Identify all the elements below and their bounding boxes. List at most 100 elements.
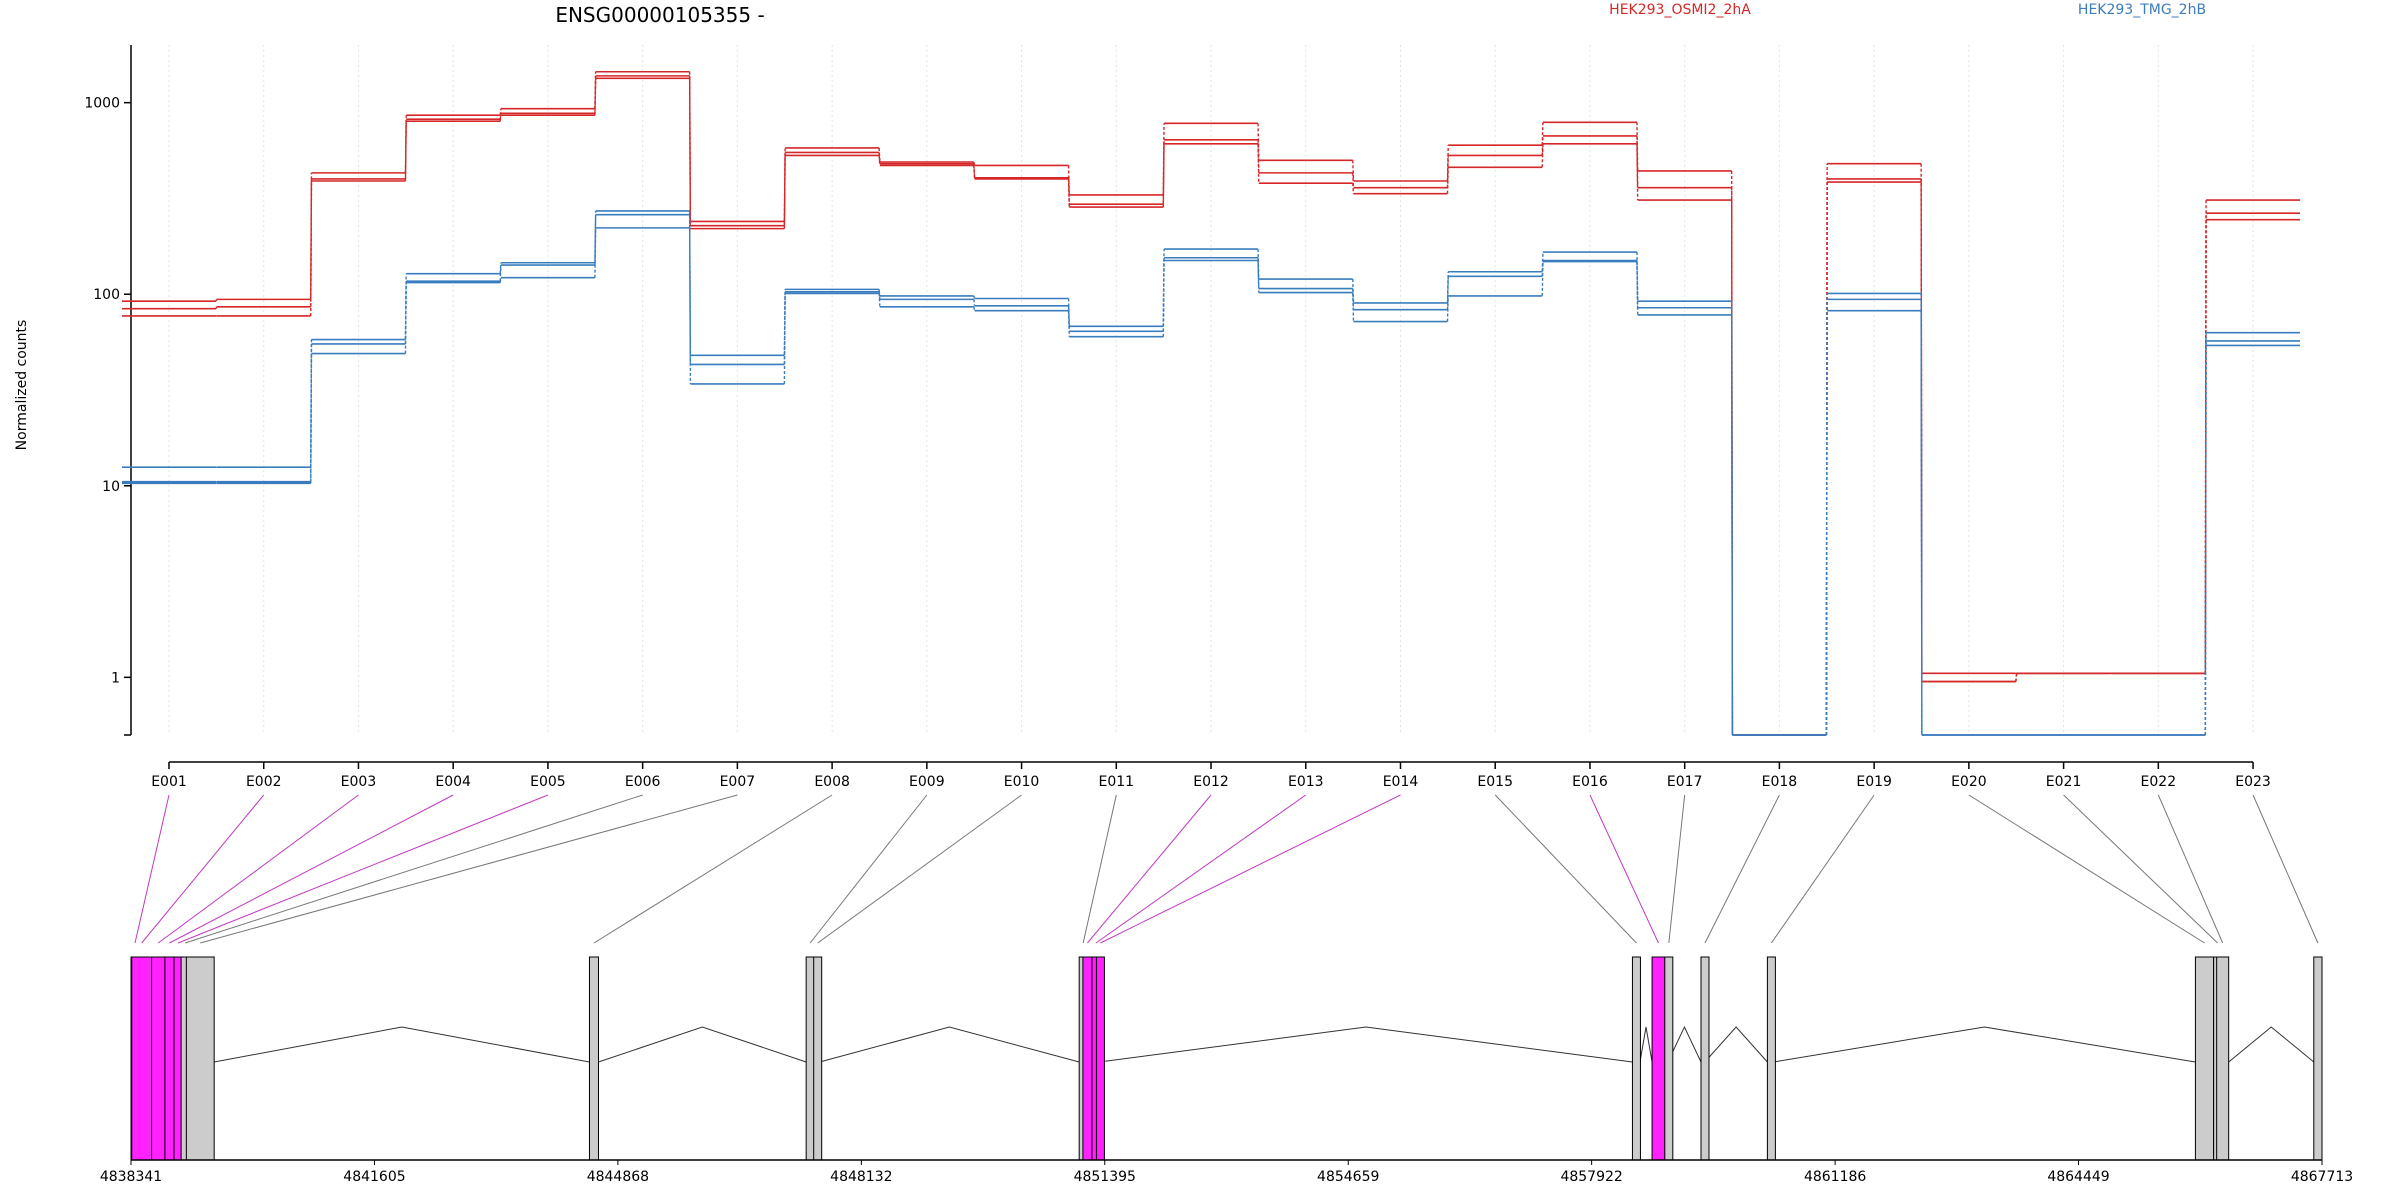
x-tick-label: E017 bbox=[1667, 774, 1703, 790]
data-connector bbox=[1446, 295, 1449, 322]
exon-connector bbox=[2252, 794, 2319, 944]
intron-line bbox=[1099, 1026, 1633, 1063]
chart-title: ENSG00000105355 - bbox=[555, 3, 764, 27]
x-tick-label: E005 bbox=[530, 774, 566, 790]
data-connector bbox=[1541, 143, 1544, 168]
gridlines bbox=[168, 45, 2254, 735]
genome-tick-label: 4841605 bbox=[343, 1169, 405, 1185]
exon-box-e014 bbox=[1095, 956, 1105, 1161]
data-connector bbox=[215, 299, 218, 302]
exon-connector bbox=[817, 794, 1022, 944]
genome-tick-label: 4851395 bbox=[1074, 1169, 1136, 1185]
data-connector bbox=[878, 293, 881, 307]
intron-line bbox=[214, 1026, 590, 1063]
exon-box-e010 bbox=[813, 956, 823, 1161]
series-lines bbox=[122, 70, 2301, 736]
exon-box-e016 bbox=[1651, 956, 1666, 1161]
data-connector bbox=[1162, 143, 1165, 208]
data-connector bbox=[2204, 219, 2207, 674]
x-tick-label: E002 bbox=[246, 774, 282, 790]
data-connector bbox=[1352, 160, 1355, 182]
genome-tick-label: 4854659 bbox=[1317, 1169, 1379, 1185]
exon-box-e022 bbox=[2216, 956, 2230, 1161]
genome-tick-label: 4838341 bbox=[100, 1169, 162, 1185]
data-connector bbox=[973, 299, 976, 306]
exon-box-e009 bbox=[805, 956, 815, 1161]
intron-line bbox=[1667, 1025, 1702, 1063]
y-tick-label: 1 bbox=[111, 670, 120, 686]
exon-connector bbox=[593, 794, 833, 944]
exon-connector bbox=[184, 794, 643, 944]
data-connector bbox=[310, 180, 313, 316]
x-tick-label: E013 bbox=[1288, 774, 1324, 790]
data-connector bbox=[1352, 183, 1355, 194]
x-tick-label: E009 bbox=[909, 774, 945, 790]
genome-tick-label: 4861186 bbox=[1804, 1169, 1866, 1185]
data-connector bbox=[1541, 261, 1544, 296]
legend-entry-series-a: HEK293_OSMI2_2hA bbox=[1609, 2, 1751, 18]
x-tick-label: E006 bbox=[625, 774, 661, 790]
data-connector bbox=[973, 306, 976, 311]
exon-connector bbox=[1668, 794, 1686, 944]
legend-entry-series-b: HEK293_TMG_2hB bbox=[2078, 2, 2206, 18]
y-tick-label: 1000 bbox=[84, 96, 120, 112]
x-axis: E001 E002 E003 E004 E005 E006 E007 E008 E009 E010… bbox=[151, 761, 2271, 790]
data-connector bbox=[310, 353, 313, 484]
exon-connector bbox=[809, 794, 928, 944]
y-axis: 1 10 100 1000 bbox=[84, 45, 132, 736]
exon-box-e012 bbox=[1082, 956, 1093, 1161]
data-connector bbox=[1636, 261, 1639, 315]
x-tick-label: E001 bbox=[151, 774, 187, 790]
exon-box-e020 bbox=[2194, 956, 2215, 1161]
intron-line bbox=[1639, 1026, 1653, 1063]
intron-line bbox=[1704, 1026, 1768, 1063]
data-connector bbox=[783, 293, 786, 384]
exon-box-e007 bbox=[185, 956, 215, 1161]
exon-connector bbox=[1100, 794, 1401, 944]
exon-connector bbox=[1968, 794, 2205, 944]
data-connector bbox=[1541, 135, 1544, 156]
data-connector bbox=[1920, 310, 1923, 736]
x-tick-label: E016 bbox=[1572, 774, 1608, 790]
x-tick-label: E023 bbox=[2235, 774, 2271, 790]
data-connector bbox=[1636, 143, 1639, 201]
exon-box-e004 bbox=[164, 956, 175, 1161]
data-connector bbox=[1541, 252, 1544, 272]
x-tick-label: E014 bbox=[1383, 774, 1419, 790]
data-connector bbox=[310, 343, 313, 482]
data-connector bbox=[973, 295, 976, 299]
exon-connector bbox=[134, 794, 170, 944]
exon-connector bbox=[177, 794, 549, 944]
data-connector bbox=[2015, 673, 2018, 682]
x-tick-label: E012 bbox=[1193, 774, 1229, 790]
y-tick-label: 100 bbox=[93, 287, 120, 303]
exon-box-e015 bbox=[1631, 956, 1641, 1161]
x-tick-label: E004 bbox=[435, 774, 471, 790]
genome-axis: 4838341 4841605 4844868 4848132 4851395 48546… bbox=[100, 1159, 2353, 1185]
exon-connector bbox=[141, 794, 265, 944]
exon-connector bbox=[1704, 794, 1780, 944]
x-tick-label: E020 bbox=[1951, 774, 1987, 790]
x-tick-label: E003 bbox=[341, 774, 377, 790]
genome-tick-label: 4844868 bbox=[587, 1169, 649, 1185]
data-connector bbox=[499, 115, 502, 122]
data-connector bbox=[1067, 310, 1070, 337]
data-connector bbox=[404, 282, 407, 354]
gene-model bbox=[130, 956, 2323, 1161]
exon-connector bbox=[1589, 794, 1659, 944]
x-tick-label: E010 bbox=[1004, 774, 1040, 790]
exon-connector bbox=[1770, 794, 1875, 944]
x-tick-label: E021 bbox=[2046, 774, 2082, 790]
data-connector bbox=[499, 265, 502, 282]
data-connector bbox=[783, 155, 786, 229]
exon-box-e002 bbox=[131, 956, 153, 1161]
exon-connector bbox=[2157, 794, 2224, 944]
data-connector bbox=[499, 113, 502, 120]
genome-tick-label: 4867713 bbox=[2291, 1169, 2353, 1185]
exon-connector bbox=[1087, 794, 1212, 944]
data-connector bbox=[215, 306, 218, 309]
data-connector bbox=[499, 277, 502, 283]
genome-tick-label: 4857922 bbox=[1560, 1169, 1622, 1185]
exon-connectors bbox=[134, 794, 2319, 944]
